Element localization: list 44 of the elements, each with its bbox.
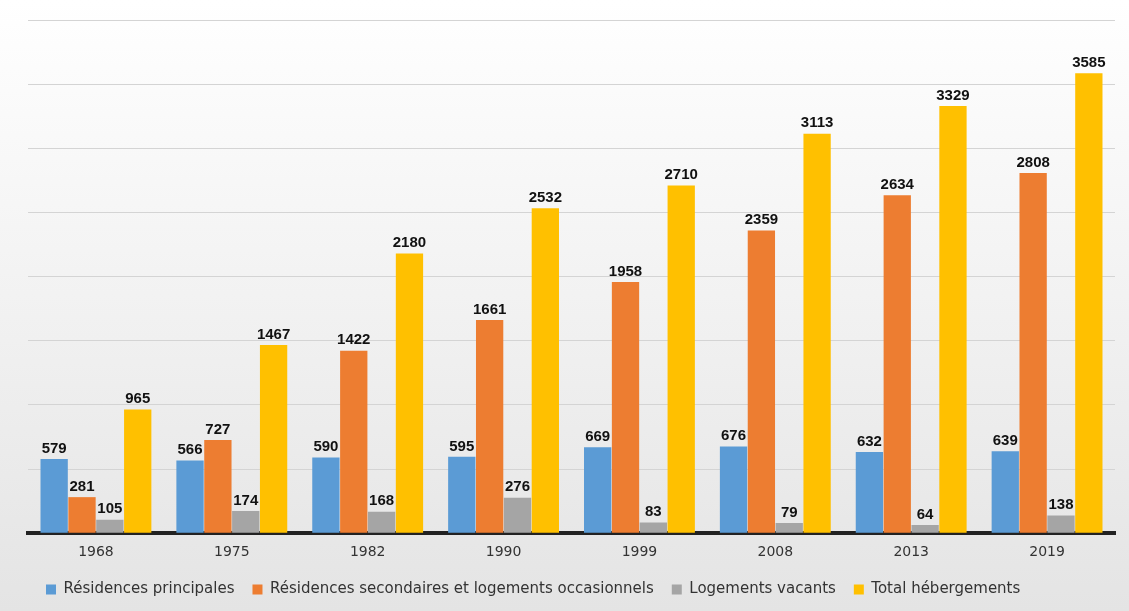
data-label: 2180 <box>392 233 427 251</box>
data-label: 3329 <box>936 85 970 103</box>
data-label: 2710 <box>664 165 698 183</box>
data-label: 174 <box>233 490 259 508</box>
data-label: 595 <box>449 436 475 454</box>
x-tick-label: 1990 <box>485 543 522 560</box>
data-label: 105 <box>97 499 123 517</box>
data-label: 566 <box>177 440 203 458</box>
data-label: 79 <box>780 502 798 520</box>
data-label: 632 <box>856 431 882 449</box>
x-tick-label: 2008 <box>757 543 794 560</box>
x-tick-label: 2019 <box>1029 543 1065 560</box>
data-label: 281 <box>69 476 95 494</box>
data-label: 1661 <box>472 299 507 317</box>
data-label: 590 <box>313 437 339 455</box>
data-label: 2634 <box>880 174 915 192</box>
data-label: 276 <box>504 477 531 495</box>
data-label: 2808 <box>1016 152 1050 170</box>
x-tick-label: 2013 <box>893 543 930 560</box>
legend-label: Logements vacants <box>689 579 837 598</box>
data-label: 639 <box>992 430 1018 448</box>
data-label: 2359 <box>744 210 779 228</box>
x-tick-label: 1982 <box>349 543 386 560</box>
data-label: 965 <box>125 389 151 407</box>
data-label: 64 <box>916 504 935 522</box>
x-tick-label: 1999 <box>621 543 658 560</box>
legend-label: Total hébergements <box>870 579 1021 598</box>
data-label: 727 <box>205 419 231 437</box>
data-label: 1958 <box>608 261 643 279</box>
data-label: 676 <box>721 426 747 444</box>
data-label: 138 <box>1048 495 1074 513</box>
data-label: 579 <box>41 438 67 456</box>
data-label: 1467 <box>256 324 291 342</box>
x-tick-label: 1968 <box>78 543 114 560</box>
data-label: 168 <box>369 491 395 509</box>
data-label: 3585 <box>1072 52 1106 70</box>
data-label: 2532 <box>528 187 563 205</box>
legend-label: Résidences principales <box>63 579 235 598</box>
data-label: 3113 <box>800 113 834 131</box>
data-label: 1422 <box>337 330 371 348</box>
legend-label: Résidences secondaires et logements occasionnels <box>269 579 654 598</box>
data-label: 669 <box>585 427 611 445</box>
data-label: 83 <box>645 502 662 520</box>
x-tick-label: 1975 <box>213 543 250 560</box>
